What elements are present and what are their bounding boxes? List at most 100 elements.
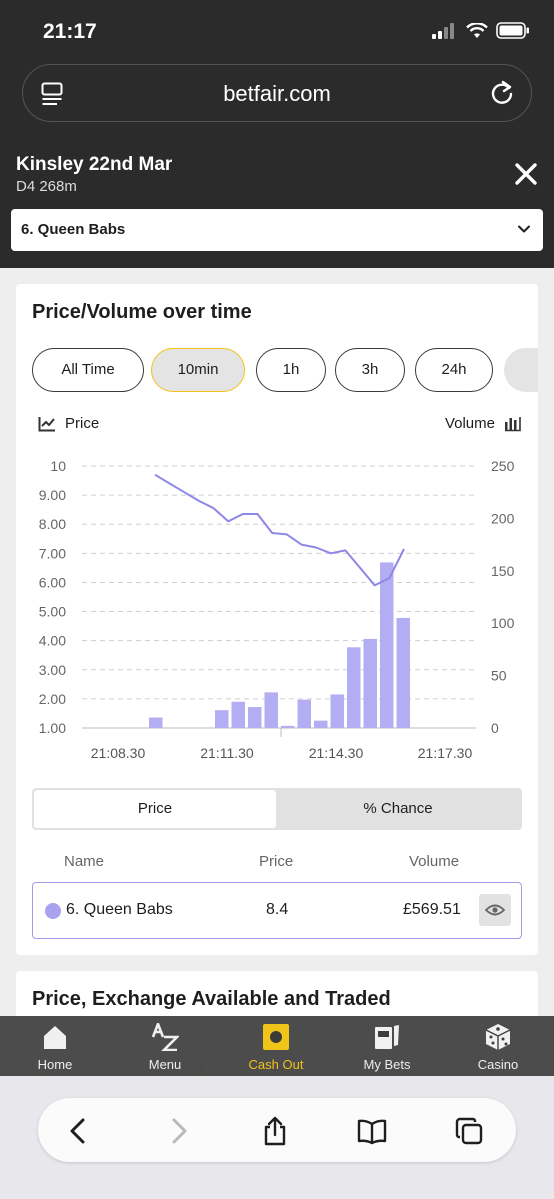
volume-bar [314, 720, 328, 728]
card-title: Price/Volume over time [32, 301, 252, 323]
y-left-tick-label: 5.00 [39, 604, 66, 620]
cellular-signal-icon [432, 22, 454, 39]
runner-row[interactable]: 6. Queen Babs 8.4 £569.51 [32, 882, 522, 939]
market-header: Kinsley 22nd Mar D4 268m 6. Queen Babs [0, 140, 554, 268]
y-left-tick-label: 2.00 [39, 691, 66, 707]
battery-icon [496, 22, 529, 39]
chevron-down-icon [518, 225, 530, 233]
wifi-icon [466, 22, 488, 38]
safari-toolbar-pill [38, 1098, 516, 1162]
header-price: Price [259, 853, 294, 870]
runner-select[interactable]: 6. Queen Babs [11, 209, 543, 251]
y-left-tick-label: 7.00 [39, 545, 66, 561]
volume-bar [297, 699, 311, 728]
status-icons [432, 22, 530, 39]
volume-bar [149, 717, 163, 728]
volume-bar [215, 710, 229, 728]
home-icon [44, 1026, 66, 1049]
odds-format-toggle: Price % Chance [32, 788, 522, 830]
line-chart-icon [38, 416, 55, 431]
runner-name: 6. Queen Babs [66, 901, 173, 918]
volume-bar [231, 701, 245, 728]
y-left-tick-label: 9.00 [39, 487, 66, 503]
time-range-pills: All Time 10min 1h 3h 24h [32, 348, 538, 394]
close-icon[interactable] [514, 162, 538, 186]
runner-price: 8.4 [266, 901, 289, 918]
price-line [154, 473, 405, 587]
x-tick-label: 21:14.30 [309, 745, 364, 761]
price-volume-card: Price/Volume over time All Time 10min 1h… [16, 284, 538, 955]
legend-price-label: Price [65, 415, 100, 432]
legend-volume-label: Volume [444, 415, 495, 432]
range-more-button[interactable] [504, 348, 538, 392]
nav-label-my-bets: My Bets [363, 1057, 411, 1072]
my-bets-icon [375, 1025, 399, 1049]
forward-icon[interactable] [163, 1116, 193, 1146]
nav-label-home: Home [37, 1057, 73, 1072]
cash-out-icon [263, 1024, 289, 1050]
header-name: Name [64, 853, 105, 870]
legend-price: Price [38, 415, 99, 432]
nav-home[interactable]: Home [0, 1016, 110, 1076]
nav-my-bets[interactable]: My Bets [332, 1016, 442, 1076]
address-bar[interactable]: betfair.com [22, 64, 532, 122]
y-left-tick-label: 10 [50, 458, 66, 474]
runner-color-dot [45, 903, 61, 919]
share-icon[interactable] [260, 1116, 290, 1146]
bar-chart-icon [505, 416, 521, 431]
y-right-tick-label: 200 [491, 510, 515, 526]
range-3h-button[interactable]: 3h [335, 348, 405, 392]
nav-menu[interactable]: Menu [110, 1016, 220, 1076]
az-menu-icon [151, 1023, 179, 1051]
nav-label-casino: Casino [477, 1057, 519, 1072]
range-24h-button[interactable]: 24h [415, 348, 493, 392]
legend-volume: Volume [445, 415, 522, 432]
chance-toggle-button[interactable]: % Chance [363, 800, 433, 817]
bookmarks-icon[interactable] [357, 1116, 387, 1146]
range-all-time-button[interactable]: All Time [32, 348, 144, 392]
safari-toolbar [0, 1076, 554, 1199]
race-title: Kinsley 22nd Mar [16, 154, 173, 175]
y-right-tick-label: 150 [491, 563, 515, 579]
volume-bar [363, 638, 377, 728]
price-volume-chart: 10 9.00 8.00 7.00 6.00 5.00 4.00 3.00 2.00 1.00 25… [39, 458, 515, 761]
x-tick-label: 21:11.30 [200, 745, 254, 761]
runner-select-value: 6. Queen Babs [21, 221, 126, 238]
race-subtitle: D4 268m [16, 178, 77, 195]
volume-bar [347, 647, 361, 728]
nav-label-cash-out: Cash Out [248, 1057, 304, 1072]
tabs-icon[interactable] [454, 1116, 484, 1146]
nav-label-menu: Menu [148, 1057, 182, 1072]
range-1h-button[interactable]: 1h [256, 348, 326, 392]
volume-bar [281, 725, 295, 728]
reader-menu-icon[interactable] [41, 82, 63, 111]
nav-casino[interactable]: Casino [443, 1016, 553, 1076]
volume-bar [248, 707, 262, 728]
bottom-nav: Home Menu Cash Out My Bets [0, 1016, 554, 1076]
y-right-tick-label: 50 [491, 668, 507, 684]
y-right-tick-label: 250 [491, 458, 515, 474]
y-left-tick-label: 3.00 [39, 662, 66, 678]
dice-icon [485, 1024, 511, 1050]
nav-cash-out[interactable]: Cash Out [221, 1016, 331, 1076]
volume-bar [380, 562, 394, 728]
runner-volume: £569.51 [403, 901, 461, 918]
price-toggle-button[interactable]: Price [34, 790, 276, 828]
y-right-tick-label: 0 [491, 720, 499, 736]
y-left-tick-label: 6.00 [39, 574, 66, 590]
volume-bar [396, 617, 410, 728]
y-left-tick-label: 8.00 [39, 516, 66, 532]
eye-icon[interactable] [479, 894, 511, 926]
y-left-tick-label: 4.00 [39, 633, 66, 649]
back-icon[interactable] [64, 1116, 94, 1146]
y-right-tick-label: 100 [491, 615, 515, 631]
exchange-card-title: Price, Exchange Available and Traded [32, 988, 391, 1010]
url-text: betfair.com [223, 81, 331, 106]
reload-icon[interactable] [489, 79, 515, 112]
volume-bar [330, 694, 344, 728]
status-time: 21:17 [43, 20, 97, 43]
range-10min-button[interactable]: 10min [151, 348, 245, 392]
browser-chrome: 21:17 betfair.com [0, 0, 554, 140]
y-left-tick-label: 1.00 [39, 720, 66, 736]
header-volume: Volume [409, 853, 460, 870]
